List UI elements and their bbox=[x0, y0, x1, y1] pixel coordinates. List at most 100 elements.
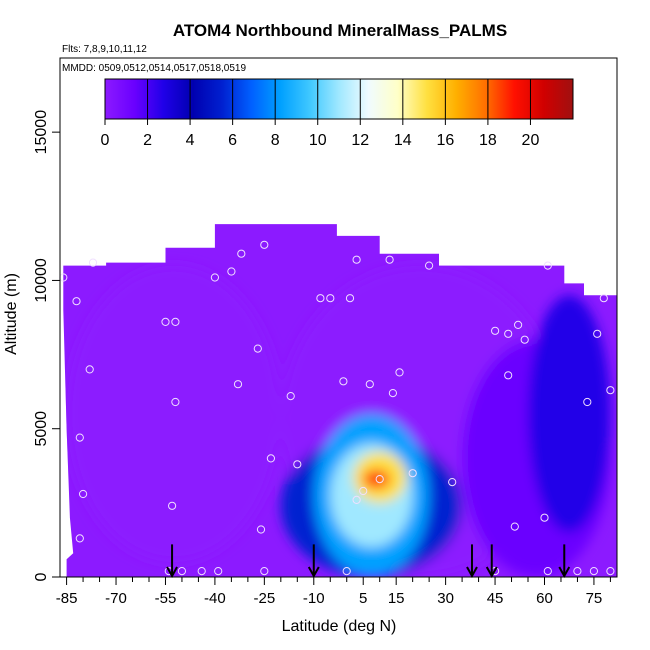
x-tick-label-0: -85 bbox=[56, 590, 78, 607]
plot-frame bbox=[59, 57, 618, 578]
y-tick-label-1: 5000 bbox=[33, 411, 50, 447]
sample-point-24 bbox=[339, 377, 348, 386]
arrow-head bbox=[166, 566, 178, 579]
sample-point-9 bbox=[171, 317, 180, 326]
arrow-0 bbox=[166, 544, 178, 579]
sample-point-47 bbox=[540, 513, 549, 522]
x-axis-label: Latitude (deg N) bbox=[282, 618, 397, 635]
sample-point-40 bbox=[504, 371, 513, 380]
flights-note: Flts: 7,8,9,10,11,12 bbox=[62, 44, 147, 55]
sample-point-52 bbox=[260, 567, 269, 576]
sample-point-28 bbox=[395, 368, 404, 377]
sample-point-11 bbox=[210, 273, 219, 282]
x-tick-label-8: 30 bbox=[437, 590, 454, 607]
sample-point-14 bbox=[260, 240, 269, 249]
x-axis: -85 -70 -55 -40 -25 -10 5 15 30 45 60 75 bbox=[56, 577, 611, 607]
sample-point-37 bbox=[504, 329, 513, 338]
sample-point-13 bbox=[237, 249, 246, 258]
sample-point-39 bbox=[520, 335, 529, 344]
sample-point-51 bbox=[214, 567, 223, 576]
arrow-head bbox=[307, 566, 320, 579]
colorbar-bar bbox=[104, 78, 574, 120]
sample-point-45 bbox=[606, 386, 615, 395]
sample-point-49 bbox=[177, 567, 186, 576]
sample-point-21 bbox=[316, 294, 325, 303]
colorbar-tick-label-3: 6 bbox=[228, 132, 237, 149]
x-tick-label-1: -70 bbox=[105, 590, 127, 607]
sample-point-26 bbox=[352, 255, 361, 264]
colorbar: 0 2 4 6 8 10 12 14 16 18 20 bbox=[101, 78, 574, 149]
sample-point-22 bbox=[326, 294, 335, 303]
sample-point-31 bbox=[408, 469, 417, 478]
arrow-head bbox=[558, 566, 571, 579]
y-tick-label-2: 10000 bbox=[33, 258, 50, 303]
colorbar-tick-label-1: 2 bbox=[143, 132, 152, 149]
y-axis: 0 5000 10000 15000 bbox=[33, 110, 60, 581]
sample-point-23 bbox=[345, 294, 355, 303]
y-tick-label-0: 0 bbox=[33, 572, 50, 581]
y-axis-label: Altitude (m) bbox=[3, 273, 20, 355]
field-region-3 bbox=[528, 295, 611, 533]
x-tick-label-7: 15 bbox=[388, 590, 405, 607]
sample-point-2 bbox=[72, 297, 81, 306]
field-region-0 bbox=[66, 265, 281, 563]
sample-point-18 bbox=[256, 525, 266, 534]
colorbar-tick-label-4: 8 bbox=[271, 132, 280, 149]
x-tick-label-5: -10 bbox=[303, 590, 325, 607]
x-tick-label-3: -40 bbox=[204, 590, 226, 607]
sample-point-15 bbox=[253, 344, 262, 353]
sample-point-27 bbox=[385, 255, 394, 264]
sample-point-4 bbox=[75, 433, 84, 442]
sample-point-58 bbox=[606, 567, 615, 576]
sample-point-57 bbox=[589, 567, 599, 576]
y-tick-label-3: 15000 bbox=[33, 110, 50, 155]
sample-point-12 bbox=[227, 267, 236, 276]
arrow-head bbox=[485, 566, 498, 579]
sample-point-29 bbox=[388, 389, 397, 398]
sample-point-5 bbox=[79, 489, 88, 499]
colorbar-tick-label-5: 10 bbox=[309, 132, 327, 149]
sample-point-19 bbox=[286, 392, 295, 401]
sample-point-17 bbox=[266, 454, 275, 463]
sample-point-10 bbox=[171, 397, 180, 407]
sample-point-16 bbox=[233, 380, 243, 389]
sample-point-33 bbox=[359, 486, 368, 496]
sample-point-20 bbox=[293, 460, 302, 469]
colorbar-tick-label-6: 12 bbox=[351, 132, 369, 149]
x-tick-label-2: -55 bbox=[155, 590, 177, 607]
sample-point-36 bbox=[491, 326, 500, 335]
sample-point-56 bbox=[573, 567, 582, 576]
arrow-4 bbox=[558, 544, 571, 579]
sample-point-8 bbox=[161, 317, 170, 326]
sample-point-25 bbox=[365, 380, 374, 389]
sample-point-55 bbox=[543, 567, 552, 576]
sample-point-34 bbox=[352, 495, 361, 504]
colorbar-tick-label-9: 18 bbox=[479, 132, 497, 149]
sample-point-44 bbox=[599, 294, 608, 303]
colorbar-tick-label-10: 20 bbox=[522, 132, 540, 149]
sample-point-7 bbox=[168, 501, 177, 510]
concentration-field bbox=[63, 224, 617, 577]
x-tick-label-9: 45 bbox=[487, 590, 504, 607]
sample-point-35 bbox=[448, 478, 457, 487]
sample-point-53 bbox=[342, 567, 351, 576]
sample-point-3 bbox=[85, 365, 94, 374]
sample-points bbox=[59, 240, 615, 576]
arrow-1 bbox=[307, 544, 320, 579]
x-tick-label-10: 60 bbox=[536, 590, 553, 607]
sample-point-1 bbox=[88, 258, 98, 267]
sample-point-38 bbox=[514, 320, 523, 329]
sample-point-6 bbox=[75, 534, 84, 543]
sample-point-30 bbox=[425, 261, 434, 270]
arrow-3 bbox=[485, 544, 498, 579]
colorbar-tick-label-2: 4 bbox=[186, 132, 195, 149]
sample-point-32 bbox=[375, 475, 384, 484]
colorbar-tick-label-7: 14 bbox=[394, 132, 412, 149]
arrow-head bbox=[466, 566, 478, 579]
sample-point-41 bbox=[543, 261, 552, 270]
field-blobs bbox=[66, 265, 611, 577]
sample-point-43 bbox=[583, 397, 592, 407]
arrow-2 bbox=[466, 544, 478, 579]
x-tick-label-4: -25 bbox=[253, 590, 275, 607]
